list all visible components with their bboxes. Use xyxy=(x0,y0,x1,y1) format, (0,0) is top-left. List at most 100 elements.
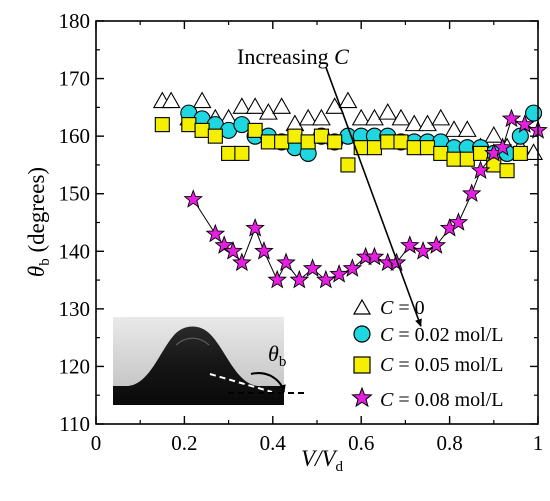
data-point-triangle xyxy=(245,97,265,114)
legend-star-marker xyxy=(351,386,373,408)
data-point-star xyxy=(302,258,323,277)
legend-circle-marker xyxy=(353,325,371,343)
data-point-star xyxy=(289,269,310,289)
data-point-triangle xyxy=(258,102,278,120)
data-point-star xyxy=(501,108,522,128)
data-point-star xyxy=(205,223,226,243)
data-point-triangle xyxy=(192,91,212,109)
data-point-triangle xyxy=(351,108,371,126)
data-point-square xyxy=(194,122,210,138)
data-point-star xyxy=(183,189,204,208)
data-point-circle xyxy=(233,116,251,134)
data-point-star xyxy=(470,160,491,180)
data-point-triangle xyxy=(418,114,437,132)
legend-entry-c005: C = 0.05 mol/L xyxy=(353,354,504,376)
data-point-square xyxy=(353,140,369,156)
y-tick-label: 150 xyxy=(59,182,91,206)
data-point-star xyxy=(514,114,535,133)
data-point-star xyxy=(492,137,513,156)
data-point-triangle xyxy=(404,114,424,132)
y-axis-title: θb (degrees) xyxy=(24,167,53,277)
data-point-star xyxy=(461,183,482,203)
inset-theta-label: θb xyxy=(268,341,286,370)
data-point-square xyxy=(499,163,515,179)
droplet-inset-photo xyxy=(113,317,306,405)
data-point-star xyxy=(267,269,287,289)
data-point-square xyxy=(247,122,263,138)
data-point-triangle xyxy=(431,108,451,126)
data-point-square xyxy=(234,145,250,161)
legend: C = 0 C = 0.02 mol/L C = 0.05 mol/L C = … xyxy=(351,297,504,411)
data-point-star xyxy=(254,241,274,260)
legend-label-c0: C = 0 xyxy=(380,297,425,319)
data-point-star xyxy=(329,264,349,283)
legend-square-marker xyxy=(353,356,371,374)
legend-triangle-marker xyxy=(352,298,372,315)
data-point-square xyxy=(459,151,475,167)
legend-entry-c002: C = 0.02 mol/L xyxy=(353,324,504,346)
data-point-star xyxy=(214,235,234,254)
data-point-square xyxy=(154,117,170,133)
data-point-square xyxy=(181,117,197,133)
x-tick-label: 0 xyxy=(91,431,102,455)
data-point-square xyxy=(300,134,316,150)
data-point-star xyxy=(232,252,252,272)
data-point-triangle xyxy=(484,126,504,143)
data-point-square xyxy=(287,128,303,144)
data-point-triangle xyxy=(298,108,318,126)
series-2 xyxy=(154,117,528,179)
data-point-square xyxy=(446,151,462,167)
data-point-square xyxy=(207,128,223,144)
data-point-circle xyxy=(525,104,543,122)
data-point-triangle xyxy=(272,97,292,114)
data-point-square xyxy=(366,140,383,156)
data-point-triangle xyxy=(338,91,358,109)
data-point-star xyxy=(316,269,336,289)
x-tick-label: 0.4 xyxy=(260,431,287,455)
data-point-triangle xyxy=(391,108,411,126)
y-tick-label: 170 xyxy=(59,67,91,91)
legend-entry-c008: C = 0.08 mol/L xyxy=(351,386,504,411)
y-tick-label: 120 xyxy=(59,354,91,378)
data-point-triangle xyxy=(325,97,345,114)
series-3 xyxy=(183,108,548,289)
x-tick-label: 0.2 xyxy=(171,431,197,455)
data-point-triangle xyxy=(365,108,384,126)
data-point-square xyxy=(406,140,422,156)
tick-labels: 0 0.2 0.4 0.6 0.8 1 110 120 130 140 150 160 170 180 xyxy=(59,9,544,455)
data-point-square xyxy=(274,134,290,150)
data-point-triangle xyxy=(457,120,477,137)
data-point-star xyxy=(400,235,420,254)
y-tick-label: 140 xyxy=(59,239,91,263)
annotation-text: Increasing C xyxy=(237,44,349,69)
plot-frame xyxy=(95,20,539,425)
data-point-square xyxy=(340,157,356,173)
data-point-square xyxy=(221,145,237,161)
data-point-square xyxy=(327,134,343,150)
data-point-star xyxy=(426,235,447,254)
data-point-triangle xyxy=(378,102,398,120)
data-point-triangle xyxy=(311,108,331,126)
data-point-star xyxy=(413,241,433,260)
x-axis-title: V/Vd xyxy=(301,446,344,475)
data-point-square xyxy=(313,128,329,144)
data-point-triangle xyxy=(161,91,181,109)
data-point-square xyxy=(380,134,396,150)
data-point-square xyxy=(419,140,436,156)
data-point-square xyxy=(393,134,409,150)
data-point-triangle xyxy=(444,120,464,137)
data-point-star xyxy=(364,246,385,266)
annotation-arrow xyxy=(325,66,422,328)
x-tick-label: 0.6 xyxy=(348,431,374,455)
y-tick-label: 160 xyxy=(59,124,91,148)
legend-label-c005: C = 0.05 mol/L xyxy=(380,354,504,376)
data-point-square xyxy=(472,145,489,161)
x-tick-label: 1 xyxy=(533,431,544,455)
y-tick-label: 130 xyxy=(59,297,91,321)
data-marks xyxy=(152,91,548,289)
x-tick-label: 0.8 xyxy=(436,431,462,455)
data-point-star xyxy=(276,252,296,272)
data-point-square xyxy=(512,145,528,161)
data-point-star xyxy=(342,258,363,277)
